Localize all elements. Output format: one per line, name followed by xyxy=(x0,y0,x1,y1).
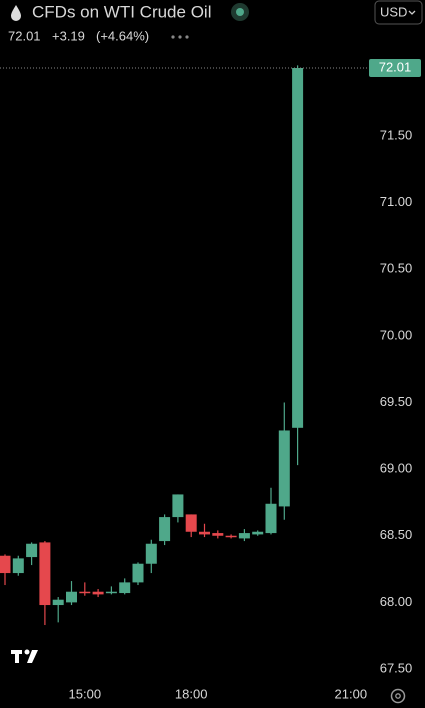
currency-chevron xyxy=(408,10,416,15)
currency-button[interactable] xyxy=(374,0,423,25)
x-tick-label: 18:00 xyxy=(175,686,208,701)
tv-logo xyxy=(11,649,38,663)
candle-body xyxy=(52,599,64,606)
candle-body xyxy=(0,555,11,574)
candle-body xyxy=(26,543,38,558)
y-tick-label: 71.50 xyxy=(380,127,413,142)
market-status-dot xyxy=(236,8,244,16)
candle-body xyxy=(265,503,277,534)
candle-body xyxy=(79,591,91,594)
candle-body xyxy=(292,67,304,428)
candle-body xyxy=(119,582,131,594)
y-tick-label: 69.00 xyxy=(380,461,413,476)
change: +3.19 xyxy=(52,28,85,43)
currency: USD xyxy=(380,4,407,19)
candle-body xyxy=(105,591,117,594)
x-tick-label: 15:00 xyxy=(69,686,102,701)
candle-body xyxy=(39,542,51,606)
last-price-tag-label: 72.01 xyxy=(379,59,412,74)
candle-body xyxy=(132,563,144,583)
y-tick-label: 70.00 xyxy=(380,327,413,342)
y-tick-label: 71.00 xyxy=(380,194,413,209)
y-tick-label: 70.50 xyxy=(380,261,413,276)
candle-body xyxy=(185,514,197,532)
candle-body xyxy=(92,591,104,595)
candle-body xyxy=(238,533,250,539)
candle-body xyxy=(12,558,24,574)
candle-body xyxy=(145,543,157,564)
candle-body xyxy=(225,535,237,538)
candle-body xyxy=(66,591,77,603)
candle-body xyxy=(199,531,210,535)
last-price: 72.01 xyxy=(8,28,41,43)
candle-body xyxy=(172,494,184,518)
x-tick-label: 21:00 xyxy=(335,686,368,701)
candle-body xyxy=(212,533,224,536)
candle-body xyxy=(252,531,264,535)
last-price-tag xyxy=(369,58,421,77)
settings-icon[interactable] xyxy=(390,688,406,704)
candle-body xyxy=(159,517,171,542)
candle-body xyxy=(278,430,290,507)
y-tick-label: 67.50 xyxy=(380,660,413,675)
change-percent: (+4.64%) xyxy=(96,28,149,43)
y-tick-label: 68.50 xyxy=(380,527,413,542)
more-dots[interactable] xyxy=(171,35,189,39)
commodity-icon xyxy=(11,5,21,21)
chart-title: CFDs on WTI Crude Oil xyxy=(32,2,211,21)
y-tick-label: 68.00 xyxy=(380,594,413,609)
y-tick-label: 69.50 xyxy=(380,394,413,409)
